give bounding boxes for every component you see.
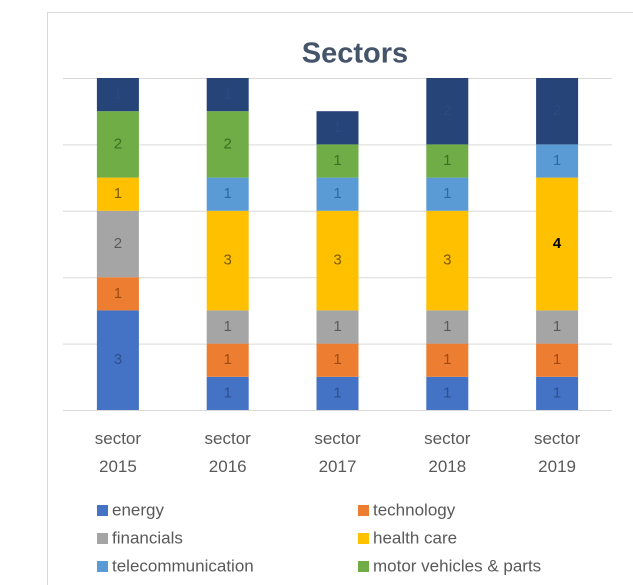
x-tick-label: sector 2018 xyxy=(424,429,471,476)
x-tick-label: sector 2016 xyxy=(205,429,252,476)
bar-segment xyxy=(316,210,359,311)
data-label: 1 xyxy=(333,384,341,401)
data-label: 1 xyxy=(224,86,232,103)
data-label: 1 xyxy=(333,185,341,202)
data-label: 1 xyxy=(224,318,232,335)
bar-segment xyxy=(316,111,359,145)
bar-segment xyxy=(536,376,579,410)
legend-swatch xyxy=(358,561,369,572)
data-label: 1 xyxy=(333,351,341,368)
bar-segment xyxy=(426,310,469,344)
bar-segment xyxy=(96,310,139,410)
data-label: 3 xyxy=(114,351,122,368)
data-label: 2 xyxy=(114,135,122,152)
legend-label: financials xyxy=(112,528,183,547)
data-label: 1 xyxy=(553,384,561,401)
data-label: 2 xyxy=(224,135,232,152)
bar-segment xyxy=(426,210,469,311)
chart-title: Sectors xyxy=(302,38,408,70)
bar-segment xyxy=(316,343,359,377)
data-label: 2 xyxy=(553,102,561,119)
bar-segment xyxy=(206,177,249,211)
bar-segment xyxy=(536,177,579,311)
data-label: 1 xyxy=(224,384,232,401)
bar-segment xyxy=(426,78,469,145)
bar-segment xyxy=(426,376,469,410)
bar-segment xyxy=(316,310,359,344)
legend-swatch xyxy=(97,561,108,572)
data-label: 1 xyxy=(333,119,341,136)
data-label: 1 xyxy=(333,318,341,335)
bar-segment xyxy=(316,177,359,211)
data-label: 1 xyxy=(114,185,122,202)
data-label: 4 xyxy=(553,235,562,252)
bar-segment xyxy=(426,177,469,211)
data-label: 3 xyxy=(443,252,451,269)
data-label: 1 xyxy=(553,318,561,335)
data-label: 1 xyxy=(443,384,451,401)
legend-swatch xyxy=(97,505,108,516)
legend-label: energy xyxy=(112,500,164,519)
x-tick-label: sector 2017 xyxy=(314,429,361,476)
data-label: 1 xyxy=(224,185,232,202)
bar-segment xyxy=(536,343,579,377)
data-label: 1 xyxy=(553,351,561,368)
data-label: 1 xyxy=(114,285,122,302)
data-label: 1 xyxy=(443,185,451,202)
legend-swatch xyxy=(358,533,369,544)
data-label: 1 xyxy=(443,152,451,169)
legend-swatch xyxy=(358,505,369,516)
bar-segment xyxy=(536,310,579,344)
bar-segment xyxy=(206,111,249,178)
x-tick-label: sector 2019 xyxy=(534,429,581,476)
bar-segment xyxy=(96,277,139,311)
legend-label: telecommunication xyxy=(112,556,254,575)
data-label: 2 xyxy=(114,235,122,252)
bar-segment xyxy=(206,78,249,112)
legend-label: technology xyxy=(373,500,456,519)
bar-segment xyxy=(536,78,579,145)
bar-segment xyxy=(206,376,249,410)
x-tick-label: sector 2015 xyxy=(95,429,142,476)
data-label: 1 xyxy=(443,351,451,368)
data-label: 3 xyxy=(333,252,341,269)
bar-segment xyxy=(206,210,249,311)
bar-segment xyxy=(426,343,469,377)
data-label: 1 xyxy=(114,86,122,103)
legend-label: health care xyxy=(373,528,457,547)
data-label: 1 xyxy=(333,152,341,169)
bar-segment xyxy=(316,144,359,178)
bar-segment xyxy=(206,310,249,344)
data-label: 1 xyxy=(224,351,232,368)
bar-segment xyxy=(96,177,139,211)
bar-segment xyxy=(206,343,249,377)
bar-segment xyxy=(426,144,469,178)
bar-segment xyxy=(316,376,359,410)
bar-segment xyxy=(536,144,579,178)
legend-swatch xyxy=(97,533,108,544)
data-label: 1 xyxy=(443,318,451,335)
data-label: 3 xyxy=(224,252,232,269)
bar-segment xyxy=(96,78,139,112)
data-label: 2 xyxy=(443,102,451,119)
bar-segment xyxy=(96,210,139,278)
bar-segment xyxy=(96,111,139,178)
legend-label: motor vehicles & parts xyxy=(373,556,541,575)
data-label: 1 xyxy=(553,152,561,169)
